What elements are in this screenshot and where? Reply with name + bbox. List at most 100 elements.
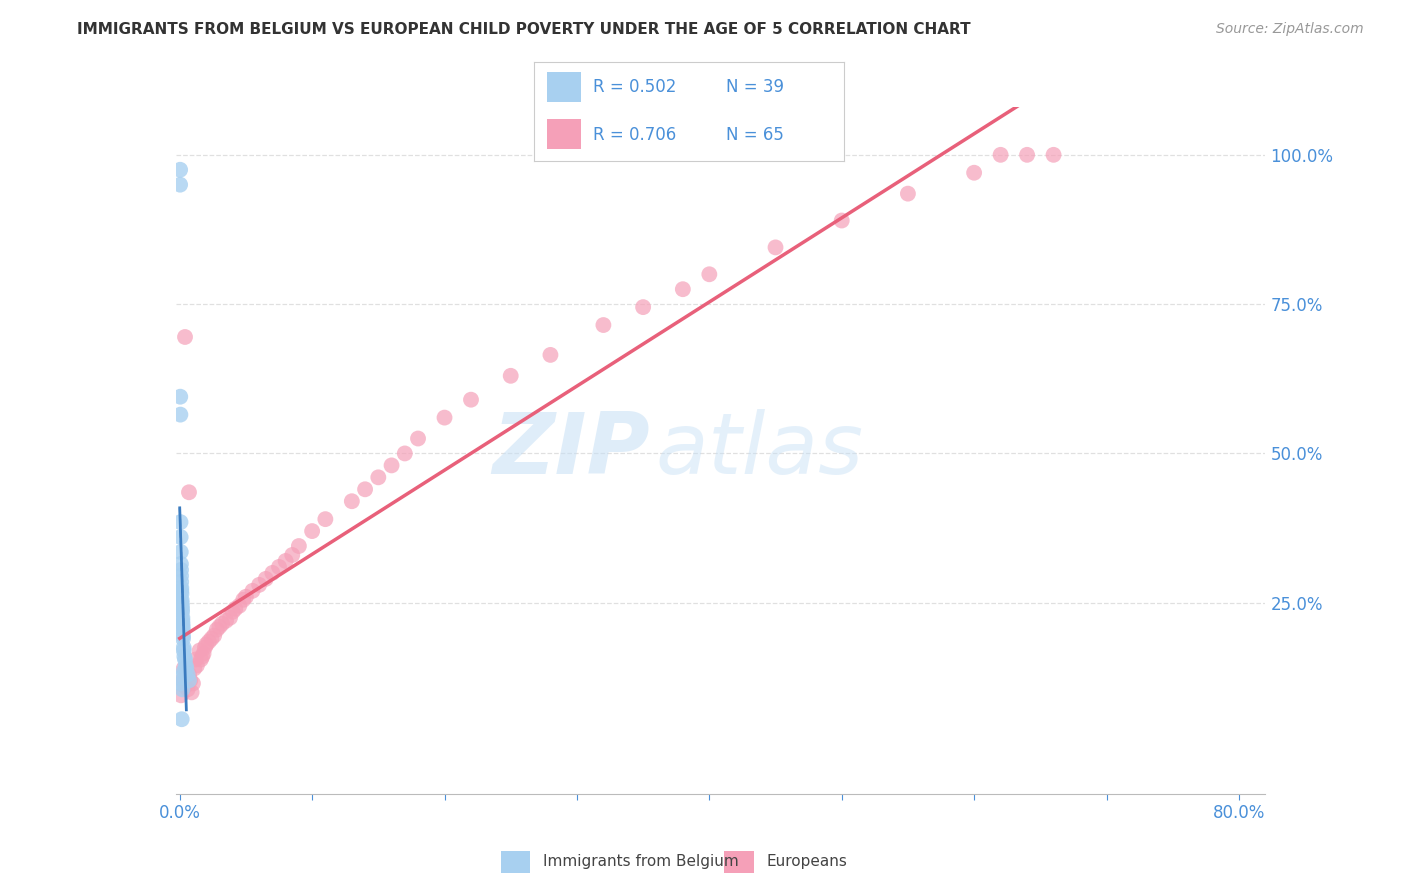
Point <box>170 670 193 684</box>
Point <box>228 599 250 613</box>
Point <box>247 578 270 592</box>
Point <box>170 587 193 601</box>
Text: R = 0.706: R = 0.706 <box>593 126 676 144</box>
Bar <box>501 851 530 872</box>
Point <box>170 557 193 571</box>
Point <box>176 667 198 681</box>
Point <box>169 162 191 177</box>
Point <box>367 470 389 484</box>
Point <box>169 530 191 544</box>
Point <box>205 623 228 637</box>
Point <box>170 581 193 595</box>
Point <box>340 494 363 508</box>
Point <box>193 647 215 661</box>
Point <box>211 616 233 631</box>
Point <box>174 679 197 693</box>
Point <box>170 563 193 577</box>
Point <box>174 330 197 344</box>
Point <box>672 282 695 296</box>
Point <box>180 685 202 699</box>
Point <box>174 652 197 666</box>
Point <box>176 682 198 697</box>
Point <box>173 649 195 664</box>
Point <box>172 632 194 646</box>
Point <box>208 620 231 634</box>
Point <box>170 676 193 690</box>
Point <box>224 601 246 615</box>
Point <box>172 610 194 624</box>
Bar <box>547 72 581 102</box>
Point <box>1015 148 1038 162</box>
Point <box>170 689 193 703</box>
Point <box>288 539 311 553</box>
Text: Immigrants from Belgium: Immigrants from Belgium <box>543 855 738 869</box>
Text: N = 39: N = 39 <box>725 78 785 96</box>
Point <box>173 643 195 657</box>
Point <box>897 186 920 201</box>
Text: N = 65: N = 65 <box>725 126 785 144</box>
Point <box>172 673 194 688</box>
Point <box>195 638 218 652</box>
Text: Europeans: Europeans <box>766 855 848 869</box>
Point <box>170 592 193 607</box>
Point <box>170 596 193 610</box>
Point <box>221 605 243 619</box>
Point <box>172 623 194 637</box>
Point <box>460 392 482 407</box>
Point <box>592 318 614 332</box>
Point <box>172 614 194 628</box>
Point <box>169 515 191 529</box>
Bar <box>724 851 754 872</box>
Point <box>394 446 416 460</box>
Point <box>172 629 194 643</box>
Text: atlas: atlas <box>655 409 863 492</box>
Point <box>173 661 195 675</box>
Point <box>765 240 787 254</box>
Point <box>172 616 194 631</box>
Point <box>191 649 214 664</box>
Point <box>177 485 200 500</box>
Point <box>172 605 194 619</box>
Point <box>200 632 222 646</box>
Point <box>202 629 225 643</box>
Point <box>170 574 193 589</box>
Point <box>190 652 212 666</box>
Point <box>170 545 193 559</box>
Point <box>177 667 200 681</box>
Point <box>406 432 429 446</box>
Point <box>433 410 456 425</box>
Point <box>169 390 191 404</box>
Text: IMMIGRANTS FROM BELGIUM VS EUROPEAN CHILD POVERTY UNDER THE AGE OF 5 CORRELATION: IMMIGRANTS FROM BELGIUM VS EUROPEAN CHIL… <box>77 22 972 37</box>
Point <box>232 592 254 607</box>
Point <box>170 569 193 583</box>
Point <box>179 673 201 688</box>
Point <box>169 408 191 422</box>
Text: ZIP: ZIP <box>492 409 650 492</box>
Point <box>262 566 284 580</box>
Point <box>183 661 205 675</box>
Point <box>172 682 194 697</box>
Point <box>170 712 193 726</box>
Point <box>176 665 198 679</box>
Point <box>170 599 193 613</box>
Point <box>173 640 195 655</box>
Point <box>235 590 257 604</box>
Point <box>186 658 208 673</box>
Point <box>176 661 198 675</box>
Point <box>538 348 561 362</box>
Point <box>198 634 221 648</box>
Point <box>170 583 193 598</box>
Point <box>281 548 304 562</box>
Point <box>173 665 195 679</box>
Point <box>181 676 204 690</box>
Point <box>831 213 853 227</box>
Point <box>274 554 297 568</box>
Point <box>174 658 197 673</box>
Point <box>267 560 290 574</box>
Text: R = 0.502: R = 0.502 <box>593 78 676 96</box>
Point <box>354 483 377 497</box>
Point <box>697 267 720 281</box>
Text: Source: ZipAtlas.com: Source: ZipAtlas.com <box>1216 22 1364 37</box>
Point <box>631 300 654 314</box>
Point <box>499 368 522 383</box>
